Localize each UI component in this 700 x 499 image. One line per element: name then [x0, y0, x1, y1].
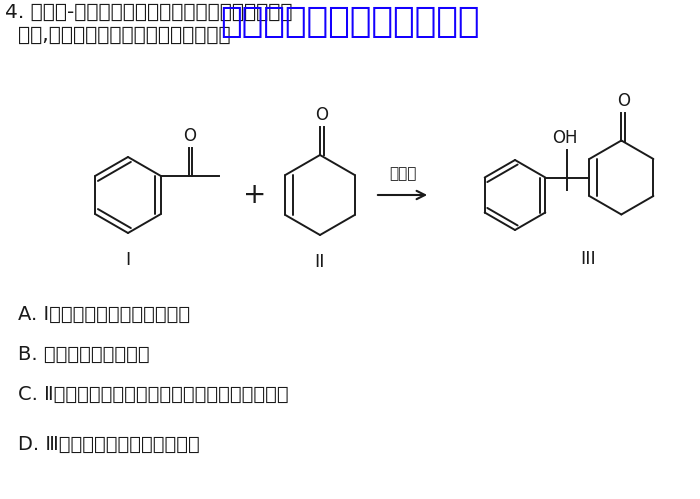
- Text: 微信公众号关注：趣找答案: 微信公众号关注：趣找答案: [220, 5, 480, 39]
- Text: B. 该反应属于加成反应: B. 该反应属于加成反应: [18, 345, 150, 364]
- Text: I: I: [125, 251, 131, 269]
- Text: C. Ⅱ能发生加聚反应并能使酸性高锶酸钒溶液袒色: C. Ⅱ能发生加聚反应并能使酸性高锶酸钒溶液袒色: [18, 385, 288, 404]
- Text: O: O: [316, 106, 328, 124]
- Text: O: O: [183, 127, 197, 145]
- Text: II: II: [315, 253, 326, 271]
- Text: +: +: [244, 181, 267, 209]
- Text: A. Ⅰ中所有碳原子不可能共平面: A. Ⅰ中所有碳原子不可能共平面: [18, 305, 190, 324]
- Text: OH: OH: [552, 129, 578, 147]
- Text: III: III: [580, 250, 596, 268]
- Text: 催化剂: 催化剂: [389, 166, 416, 181]
- Text: O: O: [617, 91, 630, 109]
- Text: 济性,示例如图所示。下列说法错误的是: 济性,示例如图所示。下列说法错误的是: [18, 26, 230, 45]
- Text: 4. 贝里斯-希尔曼反应条件温和，其过程具有原子经: 4. 贝里斯-希尔曼反应条件温和，其过程具有原子经: [5, 3, 293, 22]
- Text: D. Ⅲ能使渴的四氯化碳溶液袒色: D. Ⅲ能使渴的四氯化碳溶液袒色: [18, 435, 199, 454]
